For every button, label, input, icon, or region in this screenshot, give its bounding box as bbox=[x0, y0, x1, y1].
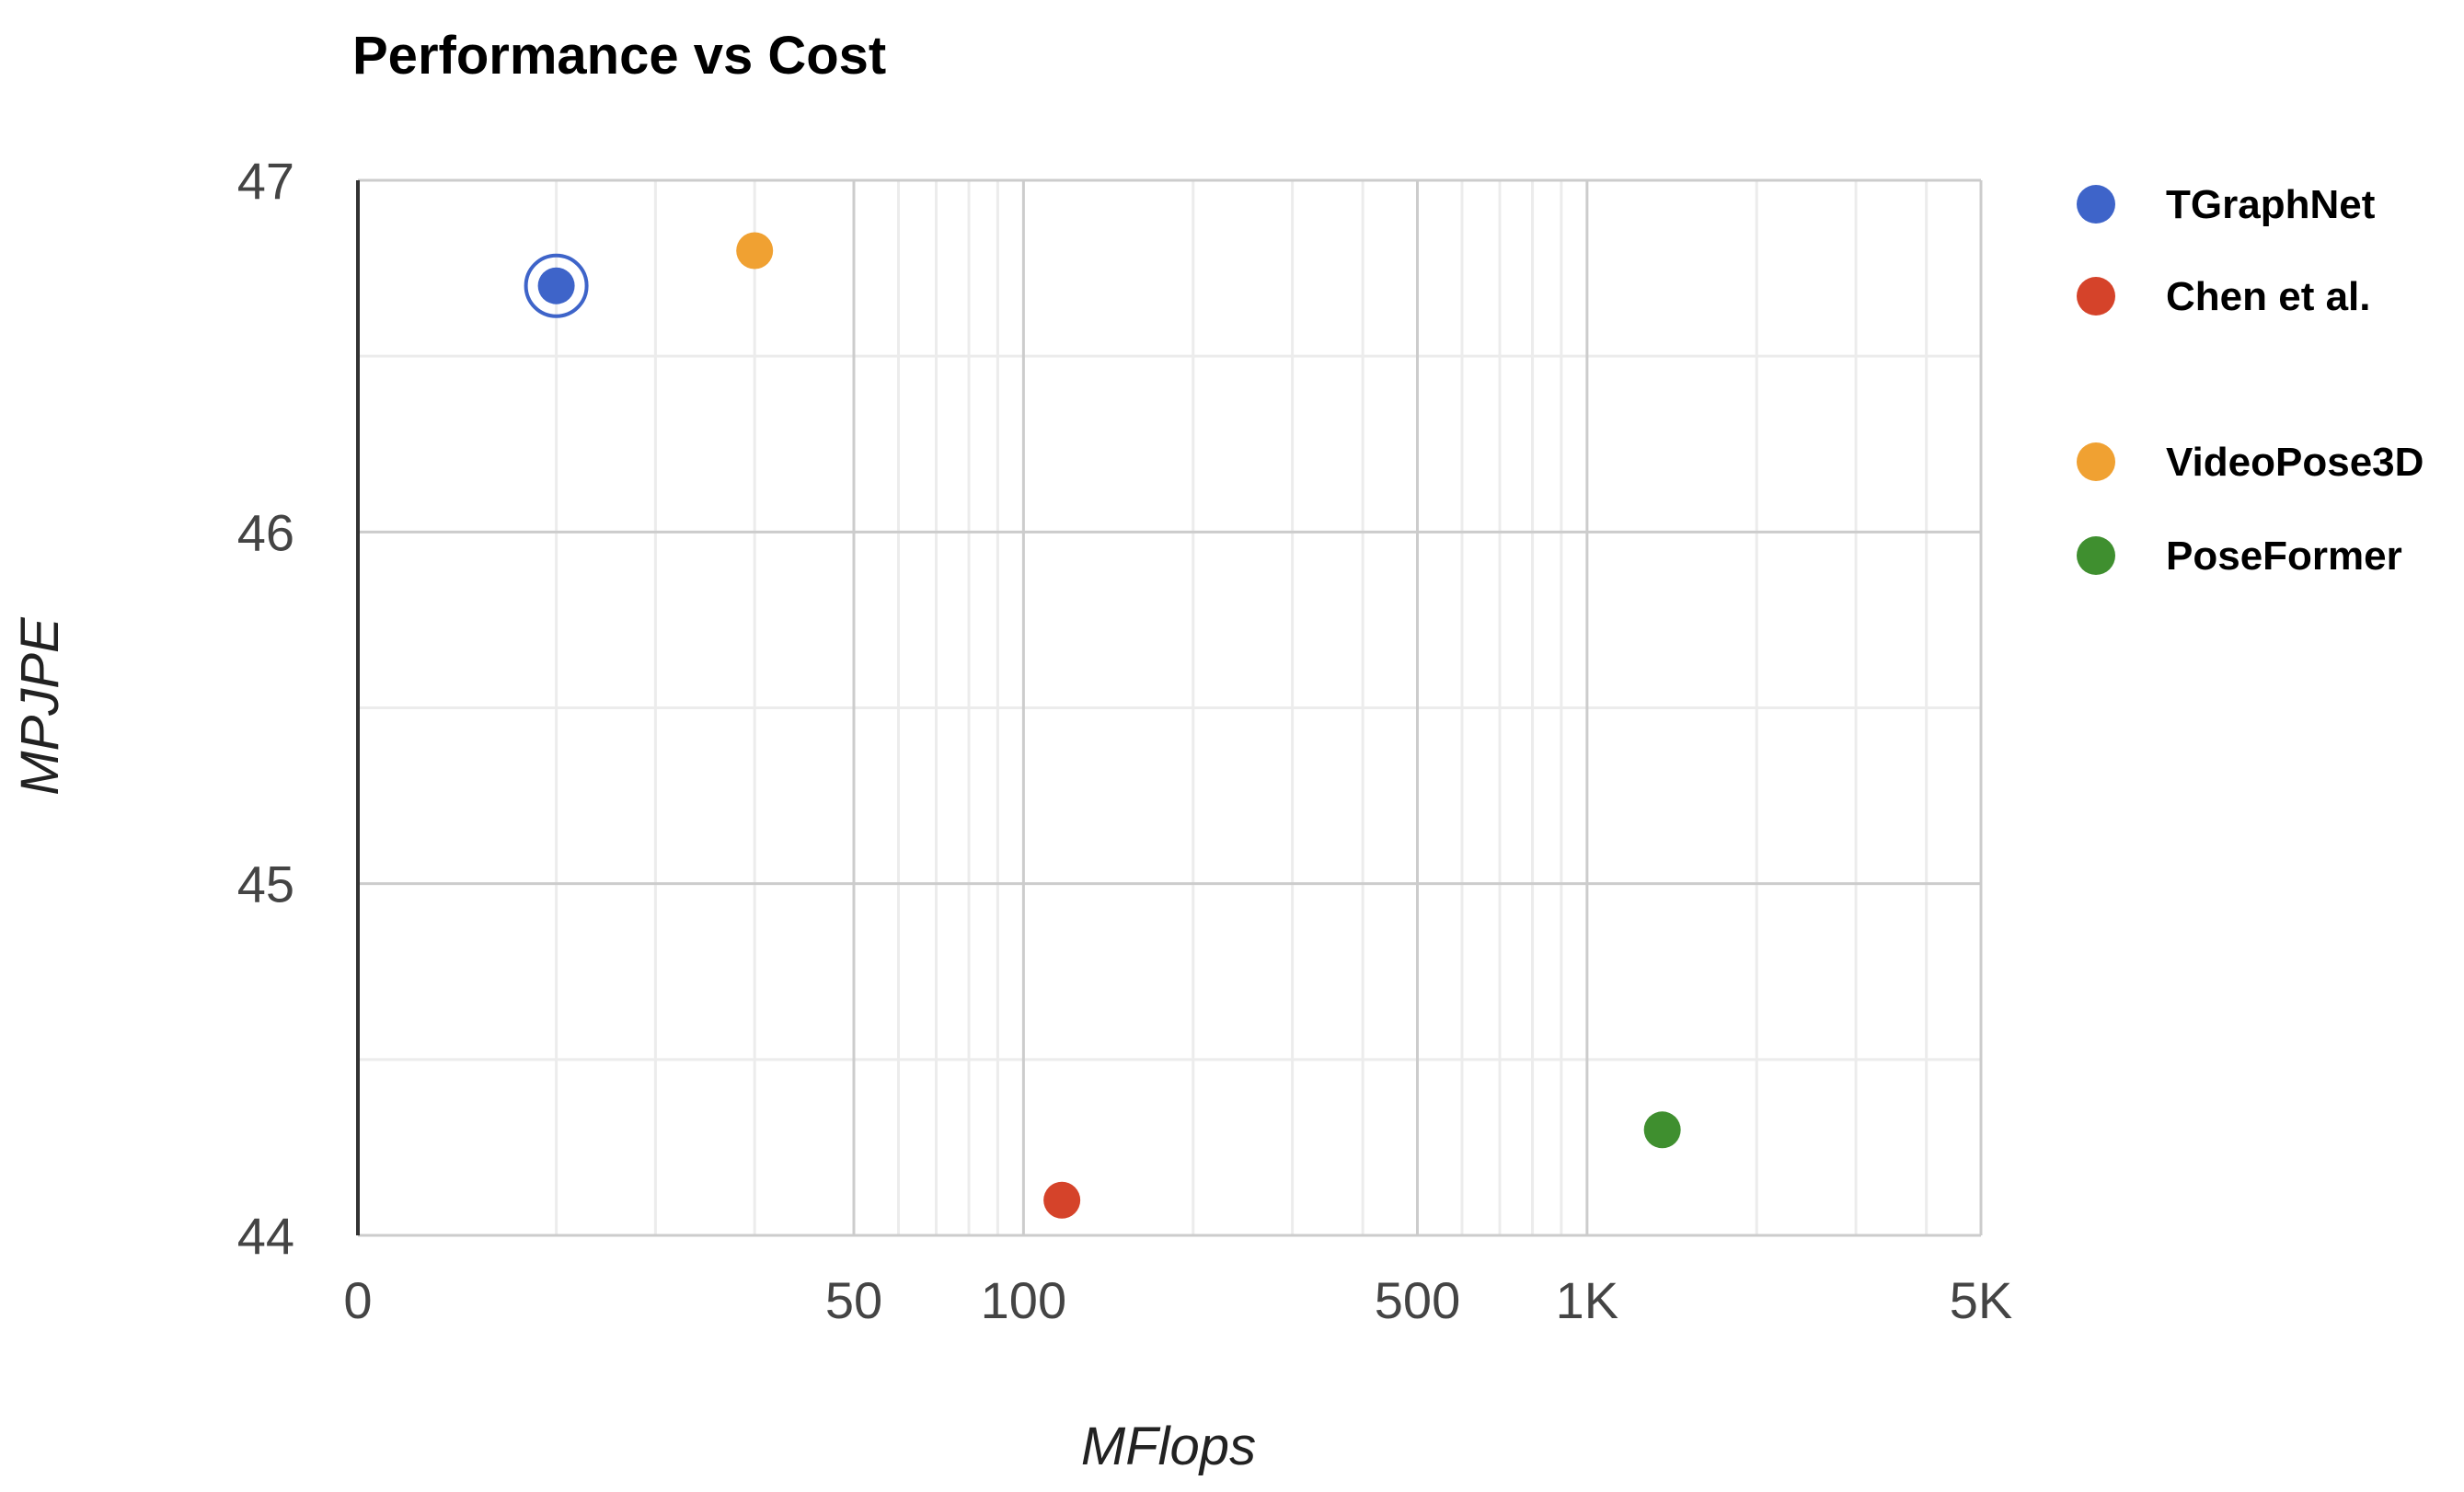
y-tick-labels: 47 46 45 44 bbox=[237, 152, 294, 1265]
y-tick-label: 46 bbox=[237, 503, 294, 561]
x-tick-label: 500 bbox=[1375, 1271, 1460, 1329]
x-tick-label: 50 bbox=[825, 1271, 882, 1329]
legend-label: Chen et al. bbox=[2166, 274, 2371, 319]
data-point bbox=[1643, 1111, 1681, 1149]
legend-marker bbox=[2077, 442, 2115, 481]
x-tick-labels: 0 50 100 500 1K 5K bbox=[343, 1271, 2012, 1329]
y-tick-label: 45 bbox=[237, 855, 294, 913]
x-tick-label: 100 bbox=[981, 1271, 1066, 1329]
x-tick-label: 5K bbox=[1950, 1271, 2013, 1329]
data-points bbox=[524, 232, 1681, 1219]
data-point bbox=[537, 267, 575, 304]
highlight-ring bbox=[524, 253, 589, 318]
legend: TGraphNet Chen et al. VideoPose3D PoseForme… bbox=[2077, 182, 2424, 579]
legend-label: TGraphNet bbox=[2166, 182, 2376, 227]
y-tick-label: 47 bbox=[237, 152, 294, 210]
x-tick-label: 0 bbox=[343, 1271, 372, 1329]
legend-label: VideoPose3D bbox=[2166, 440, 2424, 485]
x-axis-title: MFlops bbox=[1081, 1417, 1256, 1476]
x-tick-label: 1K bbox=[1556, 1271, 1619, 1329]
data-point bbox=[736, 232, 774, 270]
chart-title: Performance vs Cost bbox=[352, 26, 886, 86]
y-tick-label: 44 bbox=[237, 1207, 294, 1265]
legend-marker bbox=[2077, 185, 2115, 224]
y-axis-title: MPJPE bbox=[10, 616, 70, 796]
legend-marker bbox=[2077, 536, 2115, 575]
grid-lines bbox=[358, 178, 1983, 1237]
data-point bbox=[1043, 1181, 1081, 1219]
legend-label: PoseFormer bbox=[2166, 534, 2402, 579]
legend-marker bbox=[2077, 277, 2115, 316]
